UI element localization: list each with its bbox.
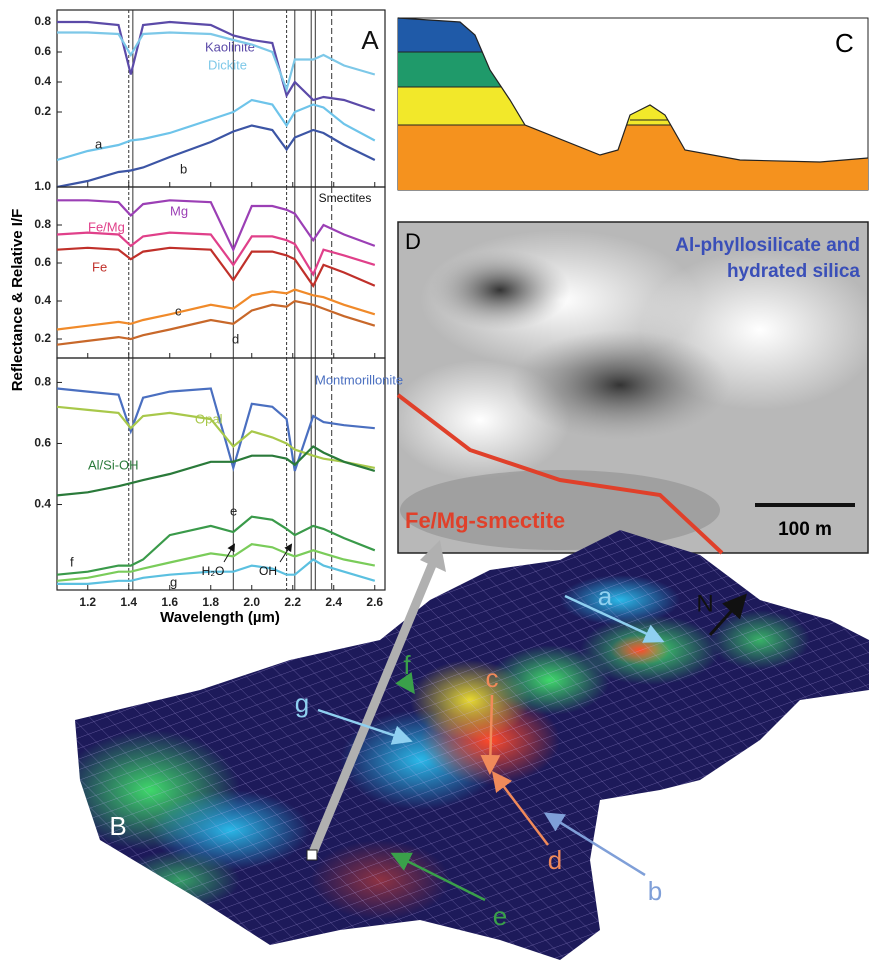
- axis-title: Reflectance & Relative I/F: [9, 209, 26, 392]
- y-tick-label: 0.8: [34, 14, 51, 28]
- y-tick-label: 0.6: [34, 436, 51, 450]
- series-label: Al/Si-OH: [88, 457, 139, 472]
- y-tick-label: 0.2: [34, 331, 51, 345]
- series-label: f: [70, 554, 74, 569]
- x-tick-label: 1.8: [202, 595, 219, 609]
- y-tick-label: 0.2: [34, 104, 51, 118]
- y-tick-label: 0.8: [34, 217, 51, 231]
- marker-label: e: [493, 901, 507, 931]
- series-label: b: [180, 161, 187, 176]
- series-label: d: [232, 331, 239, 346]
- x-tick-label: 2.2: [284, 595, 301, 609]
- x-tick-label: 1.2: [79, 595, 96, 609]
- panel-a: 0.2 0.4 0.6 0.8 Kaolinite Dickite a b A 0.2 0.4 0.6…: [9, 10, 403, 626]
- marker-label: g: [295, 688, 309, 718]
- annotation: Smectites: [319, 191, 372, 205]
- panel-b: a b c d e f g B N: [60, 520, 869, 970]
- series-label: Mg: [170, 203, 188, 218]
- axis-title: Wavelength (µm): [160, 609, 280, 626]
- spectrum-line: [57, 126, 375, 188]
- annotation-arrow: [224, 545, 234, 562]
- scale-label: 100 m: [778, 519, 832, 540]
- series-label: g: [170, 574, 177, 589]
- y-tick-label: 0.6: [34, 255, 51, 269]
- marker-label: a: [598, 581, 613, 611]
- panel-label: D: [405, 229, 421, 254]
- figure: C D Al-phyllosilicate and hydrated silic…: [0, 0, 869, 970]
- series-label: Kaolinite: [205, 39, 255, 54]
- marker-label: c: [486, 663, 499, 693]
- marker-label: f: [403, 650, 411, 680]
- surface: [60, 520, 869, 970]
- north-label: N: [696, 590, 713, 617]
- annotation: H₂O: [202, 564, 225, 578]
- y-tick-label: 0.4: [34, 74, 51, 88]
- panel-d: D Al-phyllosilicate and hydrated silica …: [390, 222, 869, 553]
- annotation: A: [361, 25, 379, 55]
- series-label: Montmorillonite: [315, 372, 403, 387]
- unit-title: Al-phyllosilicate and: [675, 235, 860, 256]
- panel-c: C: [398, 18, 868, 190]
- y-tick-label: 0.6: [34, 44, 51, 58]
- y-tick-label: 0.4: [34, 497, 51, 511]
- panel-label: B: [109, 811, 126, 841]
- x-tick-label: 2.4: [325, 595, 342, 609]
- marker-label: d: [548, 845, 562, 875]
- x-tick-label: 2.0: [243, 595, 260, 609]
- spectrum-line: [57, 100, 375, 160]
- series-label: Fe/Mg: [88, 219, 125, 234]
- y-tick-label: 0.8: [34, 375, 51, 389]
- y-tick-label: 1.0: [34, 179, 51, 193]
- annotation: OH: [259, 564, 277, 578]
- panel-label: C: [835, 28, 854, 58]
- unit-title: hydrated silica: [727, 261, 860, 282]
- series-label: c: [175, 303, 182, 318]
- marker-label: b: [648, 876, 662, 906]
- x-tick-label: 1.4: [120, 595, 137, 609]
- x-tick-label: 1.6: [161, 595, 178, 609]
- series-label: Fe: [92, 259, 107, 274]
- series-label: a: [95, 136, 103, 151]
- unit-label: Fe/Mg-smectite: [405, 508, 565, 533]
- series-label: Opal: [195, 411, 223, 426]
- series-label: e: [230, 503, 237, 518]
- series-label: Dickite: [208, 57, 247, 72]
- y-tick-label: 0.4: [34, 293, 51, 307]
- x-tick-label: 2.6: [366, 595, 383, 609]
